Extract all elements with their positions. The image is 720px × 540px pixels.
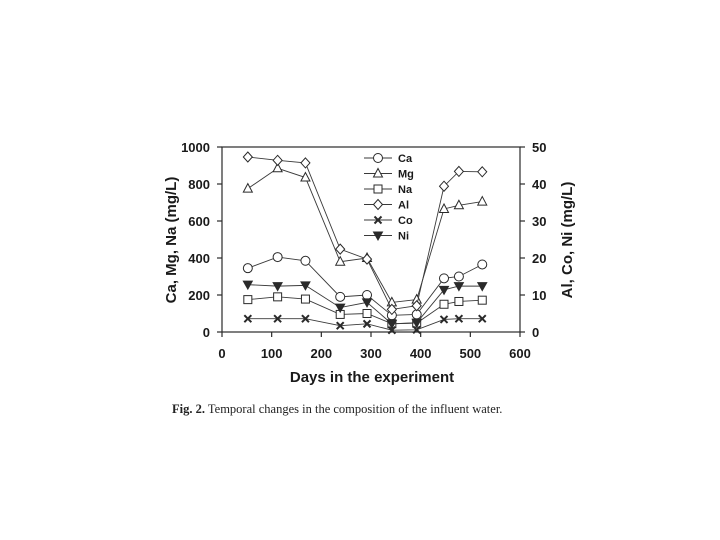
data-point-mg xyxy=(300,171,311,182)
data-point-na xyxy=(273,292,283,302)
data-point-co xyxy=(301,314,310,323)
legend-entry-na: Na xyxy=(398,184,413,196)
y-left-tick-label: 800 xyxy=(188,177,210,192)
data-point-ca xyxy=(477,259,488,270)
legend-marker-mg xyxy=(372,167,384,178)
legend-marker-ni xyxy=(372,231,384,242)
legend-entry-co: Co xyxy=(398,215,413,227)
data-point-ca xyxy=(272,252,283,263)
legend-marker-co xyxy=(373,215,383,225)
data-point-al xyxy=(386,303,398,316)
data-point-co xyxy=(362,319,372,329)
series-line-ca xyxy=(247,256,483,316)
y-left-tick-label: 200 xyxy=(188,288,210,303)
data-point-ni xyxy=(386,319,398,330)
data-point-ca xyxy=(439,273,450,284)
data-point-co xyxy=(478,314,487,323)
data-point-mg xyxy=(453,199,465,210)
y-axis-right-label: Al, Co, Ni (mg/L) xyxy=(559,182,576,299)
data-point-na xyxy=(243,295,253,305)
data-point-na xyxy=(300,294,310,304)
data-point-mg xyxy=(242,182,254,193)
legend-marker-ca xyxy=(373,153,383,163)
series-line-na xyxy=(247,296,483,325)
data-point-ni xyxy=(300,281,311,291)
data-point-mg xyxy=(438,202,450,213)
data-point-ca xyxy=(362,290,373,300)
figure-caption-text: Temporal changes in the composition of t… xyxy=(207,402,503,416)
y-axis-left-label: Ca, Mg, Na (mg/L) xyxy=(163,177,180,304)
data-point-al xyxy=(300,157,311,169)
data-point-ni xyxy=(272,282,283,292)
data-point-co xyxy=(454,314,464,323)
data-point-al xyxy=(411,299,422,312)
legend-marker-al xyxy=(372,198,384,211)
y-right-tick-label: 0 xyxy=(532,325,539,340)
data-point-co xyxy=(387,325,397,335)
data-point-mg xyxy=(476,195,488,206)
legend-entry-ni: Ni xyxy=(398,231,409,243)
data-point-co xyxy=(273,314,282,323)
y-right-tick-label: 20 xyxy=(532,251,546,266)
series-line-ni xyxy=(247,284,483,325)
series-line-al xyxy=(247,156,483,310)
data-point-ca xyxy=(300,255,311,266)
data-point-ni xyxy=(438,285,450,296)
series-line-mg xyxy=(247,167,483,303)
series-line-co xyxy=(247,318,483,331)
data-point-na xyxy=(362,309,372,318)
plot-area: 0 100 200 300 400 500 600020040060080010000102… xyxy=(181,140,546,361)
data-point-ca xyxy=(335,291,346,302)
data-point-ni xyxy=(476,282,488,292)
data-point-al xyxy=(272,154,283,167)
data-point-na xyxy=(477,295,487,305)
y-right-tick-label: 30 xyxy=(532,214,546,229)
data-point-na xyxy=(454,296,464,306)
data-point-al xyxy=(477,166,488,178)
data-point-mg xyxy=(272,162,283,173)
data-point-co xyxy=(335,321,345,330)
legend-marker-na xyxy=(373,184,383,194)
data-point-ni xyxy=(361,298,373,308)
y-left-tick-label: 1000 xyxy=(181,140,210,155)
x-tick-label: 0 xyxy=(218,346,225,361)
y-right-tick-label: 10 xyxy=(532,288,546,303)
legend-entry-al: Al xyxy=(398,200,409,212)
data-point-ca xyxy=(453,271,464,282)
figure-caption: Fig. 2. Temporal changes in the composit… xyxy=(172,402,692,417)
data-point-al xyxy=(242,151,253,163)
data-point-ca xyxy=(242,263,253,274)
legend-entry-ca: Ca xyxy=(398,153,413,165)
x-tick-label: 200 xyxy=(310,346,332,361)
data-point-al xyxy=(438,180,450,192)
data-point-co xyxy=(412,325,421,334)
data-point-mg xyxy=(334,255,346,266)
x-axis-label: Days in the experiment xyxy=(290,369,454,386)
y-left-tick-label: 600 xyxy=(188,214,210,229)
x-tick-label: 500 xyxy=(459,346,481,361)
y-left-tick-label: 0 xyxy=(203,325,210,340)
data-point-co xyxy=(243,314,253,323)
figure-caption-label: Fig. 2. xyxy=(172,402,205,416)
x-tick-label: 100 xyxy=(261,346,283,361)
y-left-tick-label: 400 xyxy=(188,251,210,266)
y-right-tick-label: 50 xyxy=(532,140,546,155)
x-tick-label: 400 xyxy=(410,346,432,361)
legend-entry-mg: Mg xyxy=(398,169,414,181)
data-point-co xyxy=(439,315,449,324)
data-point-ni xyxy=(334,303,346,314)
x-tick-label: 600 xyxy=(509,346,531,361)
data-point-ni xyxy=(453,282,465,292)
data-point-ni xyxy=(242,280,254,291)
data-point-al xyxy=(361,253,373,265)
y-right-tick-label: 40 xyxy=(532,177,546,192)
plot-frame xyxy=(221,146,521,333)
x-tick-label: 300 xyxy=(360,346,382,361)
data-point-na xyxy=(439,299,449,309)
data-point-al xyxy=(335,243,346,255)
data-point-ni xyxy=(411,318,423,329)
data-point-al xyxy=(453,165,465,178)
